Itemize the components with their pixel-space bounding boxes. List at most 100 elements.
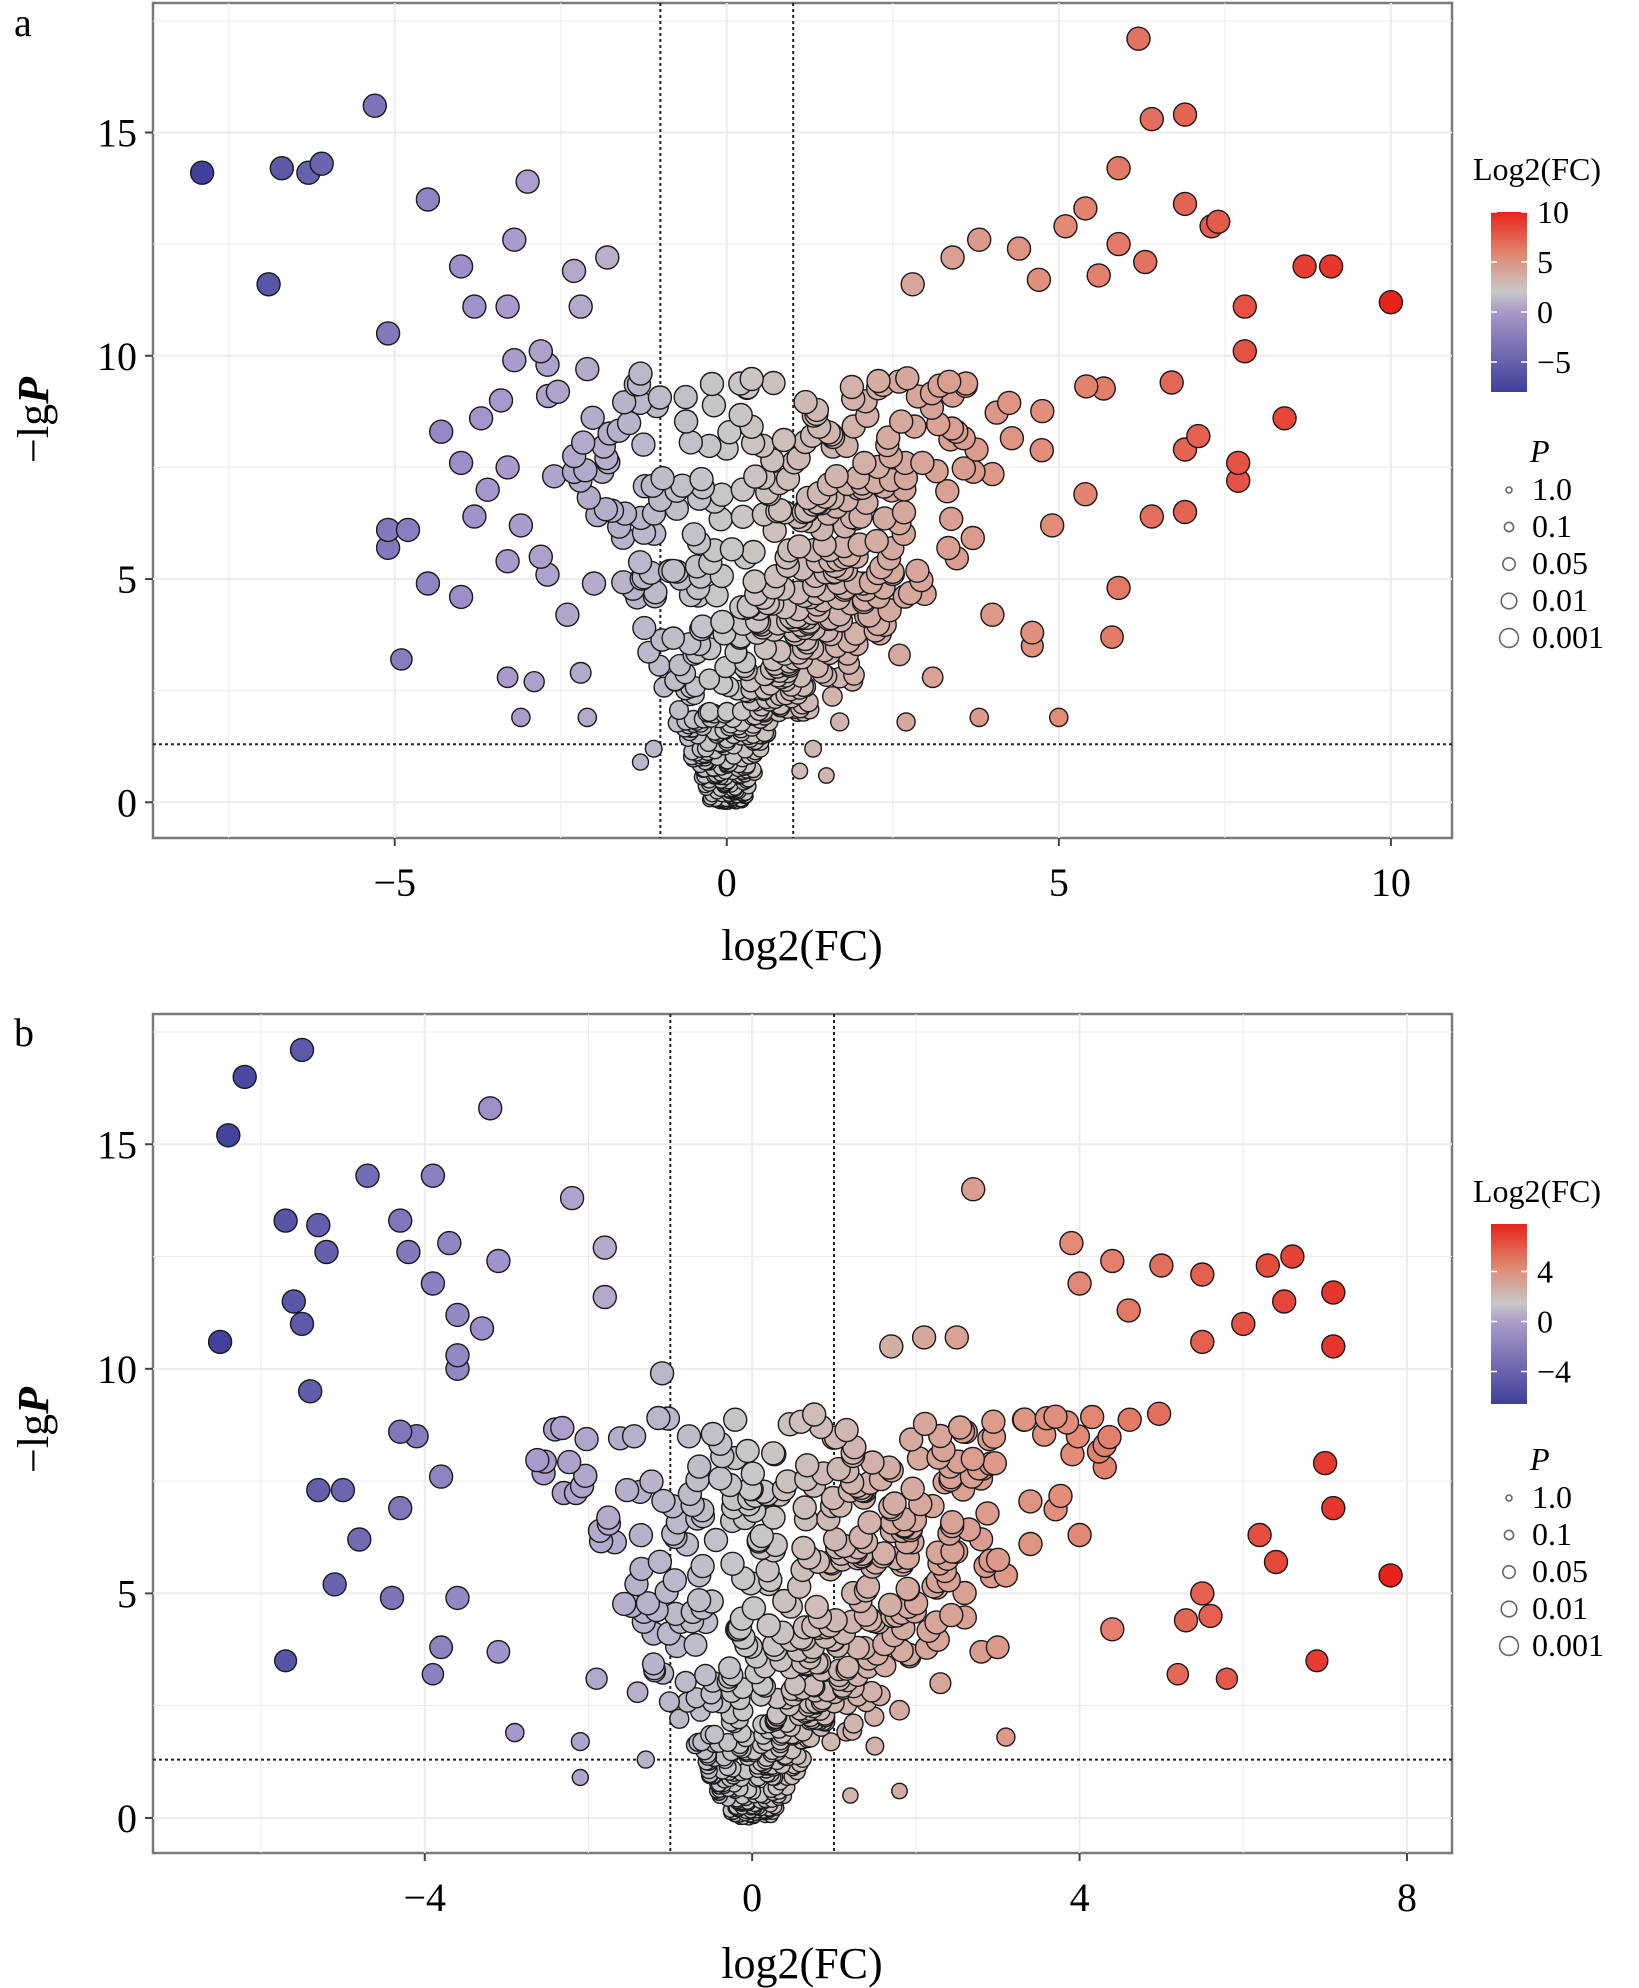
data-point xyxy=(723,1407,748,1432)
data-point xyxy=(1225,450,1251,476)
data-point xyxy=(792,1495,817,1520)
data-point xyxy=(421,1662,445,1686)
data-point xyxy=(882,1491,907,1516)
data-point xyxy=(1012,1407,1037,1432)
data-point xyxy=(710,609,735,635)
data-point xyxy=(740,1461,765,1486)
data-point xyxy=(961,1176,986,1202)
y-tick-label: 10 xyxy=(97,334,137,379)
data-point xyxy=(306,1477,331,1503)
data-point xyxy=(256,272,281,297)
data-point xyxy=(571,1768,589,1787)
data-point xyxy=(445,1585,470,1611)
data-point xyxy=(940,245,965,270)
data-point xyxy=(865,1736,885,1756)
data-point xyxy=(700,1421,726,1447)
data-point xyxy=(761,370,786,396)
colorbar-ticks-b: 4 0 −4 xyxy=(1491,1254,1571,1390)
y-tick-label: 0 xyxy=(117,1796,137,1841)
data-point xyxy=(390,648,413,671)
data-point xyxy=(690,1553,715,1579)
data-point xyxy=(905,558,930,583)
data-point xyxy=(585,1667,608,1690)
data-point xyxy=(1232,339,1258,364)
data-point xyxy=(309,151,334,176)
data-point xyxy=(690,614,715,639)
panel-b: b −4 0 4 8 0 5 10 15 log2(FC) −lgP Log2(FC) 4 0… xyxy=(9,1010,1604,1988)
x-axis-title-a: log2(FC) xyxy=(721,921,882,970)
data-point xyxy=(857,1510,882,1535)
data-point xyxy=(662,1568,687,1593)
data-point xyxy=(1074,374,1099,399)
data-point xyxy=(614,1477,640,1503)
data-point xyxy=(650,466,675,491)
data-point xyxy=(639,1469,664,1494)
size-legend-symbol xyxy=(1498,627,1520,649)
colorbar-tick-label: 5 xyxy=(1537,244,1553,280)
data-point xyxy=(999,426,1025,451)
data-point xyxy=(899,1427,924,1452)
data-point xyxy=(673,384,698,410)
data-point xyxy=(804,739,823,758)
data-point xyxy=(960,1446,985,1472)
data-point xyxy=(756,1613,781,1638)
data-point xyxy=(1132,249,1158,275)
data-point xyxy=(735,1438,760,1464)
data-point xyxy=(596,1505,621,1530)
data-point xyxy=(298,1379,323,1404)
data-point xyxy=(1280,1244,1305,1269)
data-point xyxy=(877,1592,903,1618)
data-point xyxy=(495,455,520,480)
data-point xyxy=(1173,1608,1199,1633)
data-point xyxy=(741,1596,767,1621)
data-point xyxy=(570,1731,590,1752)
size-legend-label: 0.01 xyxy=(1532,582,1588,618)
data-point xyxy=(795,1453,820,1478)
data-point xyxy=(676,1424,702,1449)
data-point xyxy=(661,558,686,584)
data-point xyxy=(1086,263,1111,288)
size-legend-title-a: P xyxy=(1529,433,1550,469)
data-point xyxy=(719,537,745,562)
data-point xyxy=(818,767,835,784)
data-point xyxy=(379,1585,405,1611)
data-point xyxy=(525,1447,550,1473)
data-point xyxy=(1100,1248,1125,1274)
data-point xyxy=(804,1594,829,1620)
data-point xyxy=(281,1289,306,1314)
data-point xyxy=(1190,1329,1215,1355)
data-point xyxy=(1073,482,1098,507)
data-point xyxy=(944,1325,969,1350)
data-point xyxy=(967,227,992,252)
colorbar-ticks-a: 10 5 0 −5 xyxy=(1491,194,1571,380)
data-point xyxy=(616,410,642,436)
colorbar-tick-label: −5 xyxy=(1537,344,1571,380)
color-legend-title-b: Log2(FC) xyxy=(1473,1173,1601,1209)
data-point xyxy=(1146,1401,1172,1427)
data-point xyxy=(1166,1662,1190,1686)
data-point xyxy=(694,1663,717,1687)
size-legend-a: P 1.00.10.050.010.001 xyxy=(1498,433,1604,655)
y-ticks-a: 0 5 10 15 xyxy=(97,110,153,825)
data-point xyxy=(985,1635,1010,1660)
data-point xyxy=(557,1449,582,1475)
data-point xyxy=(866,368,891,394)
data-point xyxy=(511,707,531,728)
y-tick-label: 15 xyxy=(97,110,137,155)
data-point xyxy=(388,1419,413,1444)
x-ticks-b: −4 0 4 8 xyxy=(403,1853,1417,1920)
data-point xyxy=(937,369,962,394)
y-tick-label: 15 xyxy=(97,1122,137,1167)
data-point xyxy=(704,1724,725,1745)
colorbar-tick-label: 10 xyxy=(1537,194,1569,230)
data-point xyxy=(322,1572,347,1597)
data-point xyxy=(1097,1424,1122,1450)
data-point xyxy=(1018,1489,1043,1514)
data-point xyxy=(462,504,487,529)
data-point xyxy=(415,187,441,212)
size-legend-label: 0.001 xyxy=(1532,1627,1604,1663)
data-point xyxy=(921,666,944,689)
data-point xyxy=(741,539,766,565)
data-point xyxy=(496,666,519,689)
